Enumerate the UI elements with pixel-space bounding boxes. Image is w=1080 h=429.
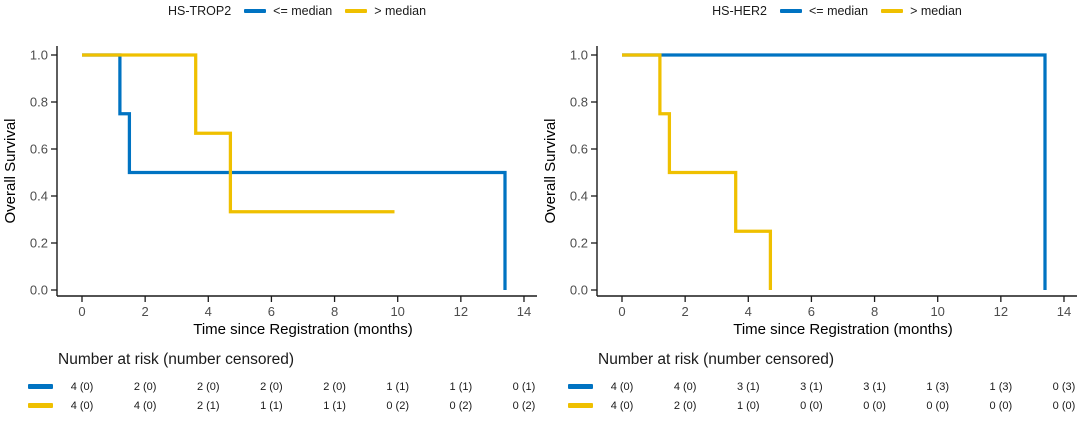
x-tick-label: 14 <box>1057 304 1071 319</box>
x-tick-label: 12 <box>994 304 1008 319</box>
x-tick-label: 10 <box>390 304 404 319</box>
legend-swatch-gold-icon <box>345 8 368 14</box>
risk-cell: 3 (1) <box>863 381 886 393</box>
risk-cell: 1 (1) <box>386 381 409 393</box>
x-tick-label: 0 <box>78 304 85 319</box>
risk-cell: 2 (0) <box>196 381 220 393</box>
y-tick-label: 0.4 <box>570 189 588 204</box>
legend-label: <= median <box>809 4 869 18</box>
risk-cell: 0 (3) <box>1052 381 1076 393</box>
legend-item-le-median: <= median <box>780 4 868 18</box>
x-tick-label: 14 <box>517 304 531 319</box>
x-tick-label: 6 <box>268 304 275 319</box>
y-axis-title: Overall Survival <box>2 118 19 223</box>
legend-label: <= median <box>273 4 333 18</box>
legend-swatch-blue-icon <box>244 8 267 14</box>
risk-cell: 3 (1) <box>736 381 760 393</box>
y-tick-label: 0.4 <box>30 189 48 204</box>
legend-title: HS-HER2 <box>712 4 767 18</box>
legend-item-le-median: <= median <box>244 4 332 18</box>
x-tick-label: 0 <box>618 304 625 319</box>
risk-table-hs-trop2: Number at risk (number censored) 4 (0) 2 … <box>0 340 540 429</box>
x-tick-label: 4 <box>745 304 752 319</box>
y-tick-label: 0.2 <box>30 236 48 251</box>
legend: HS-HER2 <= median > median <box>567 0 1080 22</box>
y-tick-label: 0.6 <box>570 142 588 157</box>
km-plot-hs-trop2: 0.0 0.2 0.4 0.6 0.8 1.0 0 2 4 6 8 10 12 14 Time since … <box>2 46 537 338</box>
risk-cell: 4 (0) <box>133 400 157 412</box>
risk-cell: 1 (1) <box>260 400 283 412</box>
km-curve-blue <box>82 53 507 290</box>
risk-cell: 0 (2) <box>449 400 473 412</box>
risk-cell: 2 (1) <box>196 400 220 412</box>
km-curve-gold <box>82 53 395 214</box>
risk-table-hs-her2: Number at risk (number censored) 4 (0) 4 … <box>540 340 1080 429</box>
legend-item-gt-median: > median <box>345 4 426 18</box>
km-plot-hs-her2: 0.0 0.2 0.4 0.6 0.8 1.0 0 2 4 6 8 10 12 14 Time since … <box>542 46 1077 338</box>
y-tick-label: 1.0 <box>30 48 48 63</box>
x-axis-title: Time since Registration (months) <box>193 321 413 338</box>
legend-item-gt-median: > median <box>881 4 962 18</box>
risk-cell: 1 (1) <box>449 381 473 393</box>
y-tick-label: 0.0 <box>30 283 48 298</box>
y-tick-label: 1.0 <box>570 48 588 63</box>
km-curve-blue <box>622 53 1047 290</box>
risk-table-header: Number at risk (number censored) <box>598 351 835 368</box>
risk-cell: 0 (0) <box>800 400 823 412</box>
risk-cell: 2 (0) <box>323 381 346 393</box>
legend-label: > median <box>910 4 962 18</box>
risk-cell: 2 (0) <box>260 381 283 393</box>
risk-row-swatch-gold-icon <box>28 403 53 408</box>
legend: HS-TROP2 <= median > median <box>27 0 567 22</box>
risk-table-header: Number at risk (number censored) <box>58 351 295 368</box>
legend-swatch-blue-icon <box>780 8 802 14</box>
y-tick-label: 0.8 <box>30 95 48 110</box>
risk-cell: 1 (3) <box>989 381 1013 393</box>
risk-cell: 2 (0) <box>673 400 697 412</box>
x-tick-label: 8 <box>871 304 878 319</box>
y-tick-label: 0.2 <box>570 236 588 251</box>
y-axis-title: Overall Survival <box>542 118 559 223</box>
x-tick-label: 2 <box>682 304 689 319</box>
risk-cell: 4 (0) <box>610 381 634 393</box>
y-tick-label: 0.8 <box>570 95 588 110</box>
risk-cell: 1 (1) <box>323 400 346 412</box>
risk-cell: 3 (1) <box>800 381 823 393</box>
x-axis-title: Time since Registration (months) <box>733 321 953 338</box>
risk-cell: 0 (1) <box>512 381 536 393</box>
risk-cell: 1 (0) <box>736 400 760 412</box>
risk-cell: 0 (0) <box>926 400 949 412</box>
panel-hs-her2: HS-HER2 <= median > median 0.0 0.2 0.4 0.6 0… <box>540 0 1080 429</box>
risk-cell: 4 (0) <box>673 381 697 393</box>
panel-hs-trop2: HS-TROP2 <= median > median 0.0 0.2 0.4 0.6… <box>0 4 540 429</box>
risk-cell: 0 (2) <box>386 400 409 412</box>
km-curve-gold <box>622 53 773 290</box>
x-tick-label: 6 <box>808 304 815 319</box>
risk-row-swatch-blue-icon <box>28 384 53 389</box>
legend-label: > median <box>374 4 427 18</box>
x-tick-label: 8 <box>331 304 338 319</box>
risk-cell: 4 (0) <box>70 400 94 412</box>
risk-cell: 4 (0) <box>70 381 94 393</box>
risk-cell: 4 (0) <box>610 400 634 412</box>
legend-swatch-gold-icon <box>881 8 904 14</box>
y-tick-label: 0.0 <box>570 283 588 298</box>
x-tick-label: 4 <box>205 304 212 319</box>
x-tick-label: 12 <box>454 304 468 319</box>
legend-title: HS-TROP2 <box>167 4 232 18</box>
risk-cell: 1 (3) <box>926 381 949 393</box>
risk-cell: 0 (0) <box>863 400 886 412</box>
x-tick-label: 2 <box>142 304 149 319</box>
y-tick-label: 0.6 <box>30 142 48 157</box>
risk-cell: 0 (0) <box>989 400 1013 412</box>
risk-cell: 0 (0) <box>1052 400 1076 412</box>
risk-cell: 0 (2) <box>512 400 536 412</box>
risk-row-swatch-blue-icon <box>568 384 593 389</box>
risk-cell: 2 (0) <box>133 381 157 393</box>
risk-row-swatch-gold-icon <box>568 403 593 408</box>
x-tick-label: 10 <box>930 304 944 319</box>
